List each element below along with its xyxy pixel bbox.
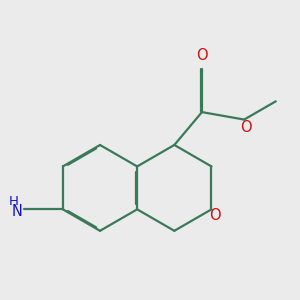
Text: O: O [196,48,208,63]
Text: O: O [241,120,252,135]
Text: O: O [209,208,221,223]
Text: H: H [9,195,19,208]
Text: N: N [11,204,22,219]
